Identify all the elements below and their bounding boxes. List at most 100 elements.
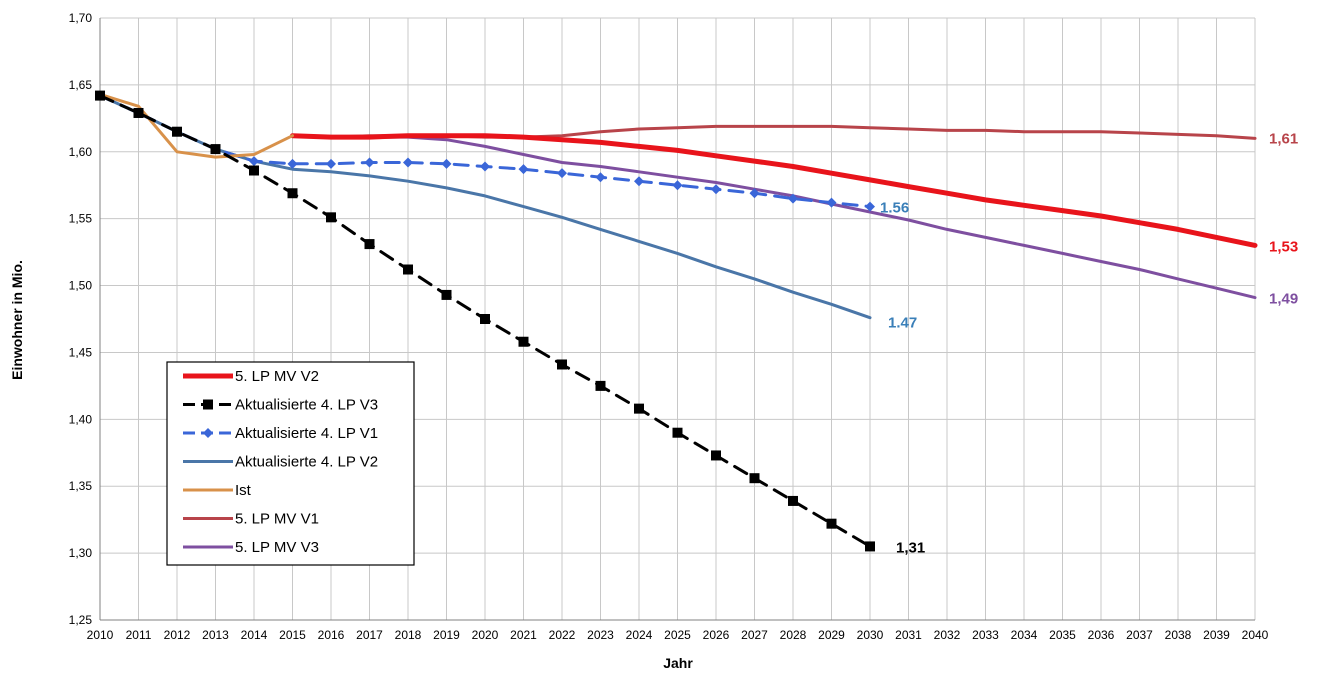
- y-axis-title: Einwohner in Mio.: [9, 260, 25, 380]
- data-point-aktualisierte-4-lp-v1: [287, 158, 298, 169]
- end-label-aktualisierte-4-lp-v2: 1.47: [888, 315, 917, 332]
- data-point-aktualisierte-4-lp-v3: [480, 314, 490, 324]
- grid: [99, 17, 1256, 621]
- legend-box: [166, 361, 415, 566]
- data-point-aktualisierte-4-lp-v3: [249, 165, 259, 176]
- y-tick-label: 1,45: [69, 345, 93, 359]
- x-tick-label: 2025: [664, 628, 691, 642]
- end-label-aktualisierte-4-lp-v3: 1,31: [896, 539, 925, 556]
- x-tick-label: 2022: [549, 628, 576, 642]
- y-tick-label: 1,25: [69, 613, 93, 627]
- data-point-aktualisierte-4-lp-v3: [133, 107, 144, 118]
- data-point-aktualisierte-4-lp-v1: [364, 157, 375, 168]
- data-point-aktualisierte-4-lp-v1: [595, 172, 606, 183]
- series-line-ist: [98, 92, 294, 159]
- data-point-aktualisierte-4-lp-v1: [326, 158, 336, 169]
- data-point-aktualisierte-4-lp-v1: [826, 197, 837, 208]
- data-point-aktualisierte-4-lp-v3: [711, 450, 721, 461]
- x-tick-label: 2016: [318, 628, 345, 642]
- series-line-5-lp-mv-v3: [291, 134, 1257, 300]
- x-tick-label: 2031: [895, 628, 922, 642]
- x-tick-label: 2012: [164, 628, 191, 642]
- series-group: [95, 90, 1258, 552]
- data-point-aktualisierte-4-lp-v3: [865, 541, 875, 552]
- axes: [99, 18, 1255, 621]
- legend-label-ist: Ist: [235, 482, 252, 499]
- legend-label-5-lp-mv-v3: 5. LP MV V3: [235, 539, 319, 556]
- data-point-aktualisierte-4-lp-v1: [557, 168, 567, 179]
- end-label-aktualisierte-4-lp-v1: 1.56: [880, 200, 909, 217]
- x-tick-label: 2024: [626, 628, 653, 642]
- data-point-aktualisierte-4-lp-v3: [672, 427, 683, 438]
- data-point-aktualisierte-4-lp-v3: [364, 239, 375, 250]
- x-tick-label: 2010: [87, 628, 114, 642]
- data-point-aktualisierte-4-lp-v3: [287, 188, 298, 199]
- y-tick-label: 1,55: [69, 212, 93, 226]
- data-point-aktualisierte-4-lp-v3: [95, 90, 105, 101]
- data-point-aktualisierte-4-lp-v3: [441, 289, 452, 300]
- x-tick-label: 2037: [1126, 628, 1153, 642]
- x-tick-label: 2036: [1088, 628, 1115, 642]
- data-point-aktualisierte-4-lp-v1: [672, 180, 683, 191]
- x-tick-label: 2038: [1165, 628, 1192, 642]
- data-point-aktualisierte-4-lp-v3: [749, 473, 760, 484]
- data-point-aktualisierte-4-lp-v3: [557, 359, 567, 370]
- data-point-aktualisierte-4-lp-v3: [518, 336, 529, 347]
- legend: 5. LP MV V2 Aktualisierte 4. LP V3 Aktuali…: [166, 361, 415, 566]
- data-point-aktualisierte-4-lp-v1: [480, 161, 490, 172]
- x-tick-label: 2030: [857, 628, 884, 642]
- x-tick-label: 2013: [202, 628, 229, 642]
- legend-marker-aktualisierte-4-lp-v3: [203, 399, 213, 410]
- legend-label-aktualisierte-4-lp-v1: Aktualisierte 4. LP V1: [235, 425, 378, 442]
- data-point-aktualisierte-4-lp-v1: [711, 184, 721, 195]
- x-tick-label: 2039: [1203, 628, 1230, 642]
- data-point-aktualisierte-4-lp-v3: [210, 144, 221, 155]
- y-tick-label: 1,35: [69, 479, 93, 493]
- data-point-aktualisierte-4-lp-v3: [634, 403, 644, 414]
- x-tick-labels: 2010 2011 2012 2013 2014 2015 2016 2017 2018 2019…: [87, 628, 1269, 642]
- x-tick-label: 2020: [472, 628, 499, 642]
- data-point-aktualisierte-4-lp-v3: [172, 126, 182, 137]
- data-point-aktualisierte-4-lp-v1: [788, 193, 798, 204]
- x-tick-label: 2028: [780, 628, 807, 642]
- y-tick-labels: 1,25 1,30 1,35 1,40 1,45 1,50 1,55 1,60 1,65 1,70: [69, 11, 93, 627]
- x-tick-label: 2017: [356, 628, 383, 642]
- data-point-aktualisierte-4-lp-v3: [788, 495, 798, 506]
- data-point-aktualisierte-4-lp-v3: [326, 212, 336, 223]
- data-point-aktualisierte-4-lp-v1: [518, 164, 529, 175]
- legend-label-5-lp-mv-v1: 5. LP MV V1: [235, 511, 319, 528]
- x-axis-title: Jahr: [663, 655, 693, 671]
- x-tick-label: 2026: [703, 628, 730, 642]
- x-tick-label: 2023: [587, 628, 614, 642]
- series-line-5-lp-mv-v2: [290, 133, 1258, 248]
- data-point-aktualisierte-4-lp-v3: [595, 380, 606, 391]
- y-tick-label: 1,60: [69, 145, 93, 159]
- x-tick-label: 2018: [395, 628, 422, 642]
- x-tick-label: 2015: [279, 628, 306, 642]
- x-tick-label: 2040: [1242, 628, 1269, 642]
- y-tick-label: 1,70: [69, 11, 93, 25]
- legend-label-aktualisierte-4-lp-v2: Aktualisierte 4. LP V2: [235, 454, 378, 471]
- y-tick-label: 1,40: [69, 412, 93, 426]
- x-tick-label: 2033: [972, 628, 999, 642]
- end-label-5-lp-mv-v1: 1,61: [1269, 130, 1298, 147]
- legend-label-5-lp-mv-v2: 5. LP MV V2: [235, 368, 319, 385]
- end-labels: 1,53 1,31 1.56 1.47 1,61 1,49: [880, 130, 1298, 556]
- data-point-aktualisierte-4-lp-v1: [865, 201, 875, 212]
- x-tick-label: 2021: [510, 628, 537, 642]
- x-tick-label: 2032: [934, 628, 961, 642]
- data-point-aktualisierte-4-lp-v1: [634, 176, 644, 187]
- x-tick-label: 2011: [126, 628, 152, 642]
- legend-marker-aktualisierte-4-lp-v1: [203, 428, 213, 438]
- data-point-aktualisierte-4-lp-v3: [826, 518, 837, 529]
- x-tick-label: 2035: [1049, 628, 1076, 642]
- end-label-5-lp-mv-v2: 1,53: [1269, 238, 1298, 255]
- y-tick-label: 1,50: [69, 279, 93, 293]
- end-label-5-lp-mv-v3: 1,49: [1269, 291, 1298, 308]
- x-tick-label: 2027: [741, 628, 768, 642]
- data-point-aktualisierte-4-lp-v1: [749, 188, 760, 199]
- x-tick-label: 2014: [241, 628, 268, 642]
- x-tick-label: 2034: [1011, 628, 1038, 642]
